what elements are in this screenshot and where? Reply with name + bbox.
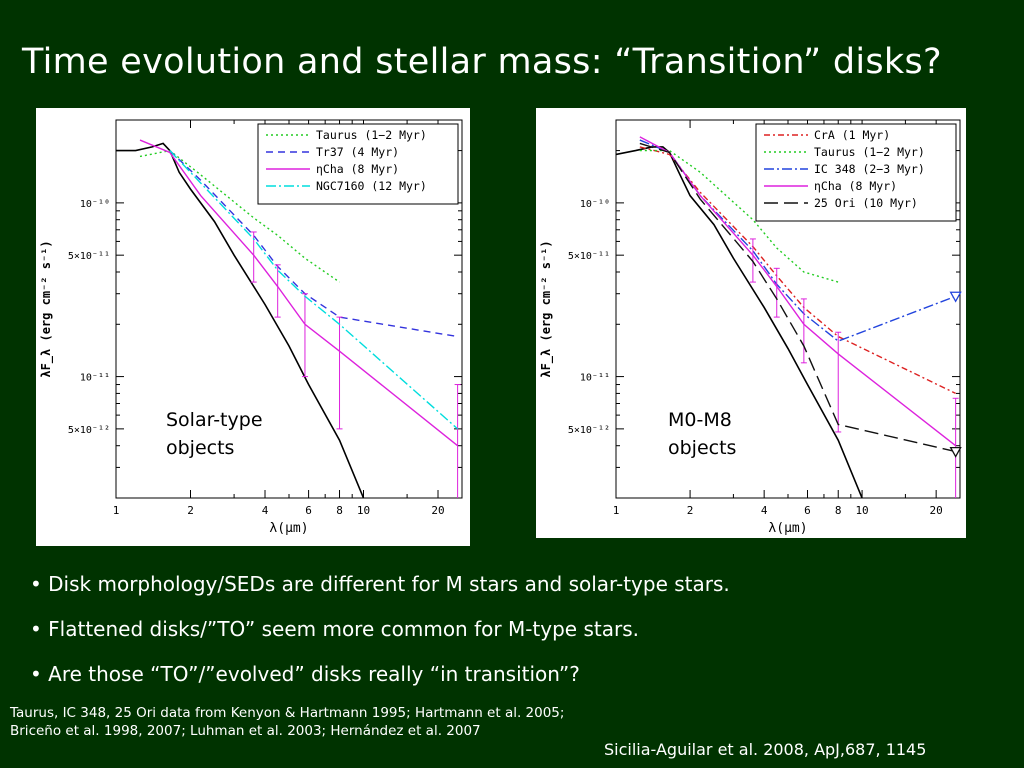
series-line [639,142,956,453]
x-tick-label: 4 [761,504,768,517]
x-tick-label: 4 [262,504,269,517]
x-tick-label: 6 [804,504,811,517]
sed-chart-m-type-svg: 1 2 4 6 8 10 20 10⁻¹⁰ 5×10⁻¹¹ 10⁻¹¹ 5×10⁻¹² λ(μm) λF… [539,119,962,536]
y-axis-label: λF_λ (erg cm⁻² s⁻¹) [39,240,54,377]
x-tick-label: 6 [305,504,312,517]
bullet-item: • Flattened disks/”TO” seem more common … [30,617,639,641]
legend-label: IC 348 (2−3 Myr) [814,162,925,176]
plot-area [616,136,959,498]
y-tick-label: 10⁻¹⁰ [80,199,110,210]
x-axis-label: λ(μm) [269,521,308,536]
chart-annotation: objects [668,437,736,459]
chart-annotation: Solar-type [166,409,263,431]
y-tick-label: 10⁻¹⁰ [580,199,610,210]
bullet-list: • Disk morphology/SEDs are different for… [30,562,730,697]
y-tick-label: 5×10⁻¹² [68,425,110,436]
x-tick-label: 20 [930,504,943,517]
x-tick-label: 10 [855,504,868,517]
sed-chart-m-type: 1 2 4 6 8 10 20 10⁻¹⁰ 5×10⁻¹¹ 10⁻¹¹ 5×10⁻¹² λ(μm) λF… [536,108,966,538]
legend-label: CrA (1 Myr) [814,128,890,142]
bullet-item: • Are those “TO”/”evolved” disks really … [30,662,580,686]
series-line [139,139,459,447]
legend-label: Tr37 (4 Myr) [316,145,399,159]
x-tick-label: 8 [835,504,842,517]
legend-label: 25 Ori (10 Myr) [814,196,918,210]
x-tick-label: 20 [431,504,444,517]
legend-label: ηCha (8 Myr) [814,179,897,193]
slide-title: Time evolution and stellar mass: “Transi… [22,42,942,82]
photosphere-line [616,146,863,498]
legend-label: Taurus (1−2 Myr) [814,145,925,159]
x-axis-label: λ(μm) [768,521,807,536]
y-tick-label: 5×10⁻¹¹ [568,251,610,262]
series-line [639,149,839,283]
upper-limit-marker [949,291,962,303]
data-references: Taurus, IC 348, 25 Ori data from Kenyon … [10,705,565,739]
chart-annotation: M0-M8 [668,409,732,431]
x-tick-label: 8 [336,504,343,517]
legend-label: NGC7160 (12 Myr) [316,179,427,193]
citation: Sicilia-Aguilar et al. 2008, ApJ,687, 11… [604,740,927,759]
y-tick-label: 10⁻¹¹ [80,373,110,384]
legend-box [257,123,459,205]
x-tick-label: 2 [187,504,194,517]
legend-label: ηCha (8 Myr) [316,162,399,176]
bullet-item: • Disk morphology/SEDs are different for… [30,572,730,596]
series-line [639,136,957,447]
sed-chart-solar-type-svg: 1 2 4 6 8 10 20 10⁻¹⁰ 5×10⁻¹¹ 10⁻¹¹ 5×10⁻¹² λ(μm) λF… [39,119,463,536]
y-tick-label: 5×10⁻¹¹ [68,251,110,262]
x-tick-label: 1 [113,504,120,517]
y-axis-label: λF_λ (erg cm⁻² s⁻¹) [539,240,554,377]
legend-label: Taurus (1−2 Myr) [316,128,427,142]
plot-area [116,139,461,498]
legend-box [755,123,957,222]
series-line [169,150,459,430]
y-tick-label: 10⁻¹¹ [580,373,610,384]
y-tick-label: 5×10⁻¹² [568,425,610,436]
x-tick-label: 10 [357,504,370,517]
chart-annotation: objects [166,437,234,459]
x-tick-label: 2 [687,504,694,517]
sed-chart-solar-type: 1 2 4 6 8 10 20 10⁻¹⁰ 5×10⁻¹¹ 10⁻¹¹ 5×10⁻¹² λ(μm) λF… [36,108,470,546]
upper-limit-marker [949,446,962,458]
x-tick-label: 1 [613,504,620,517]
